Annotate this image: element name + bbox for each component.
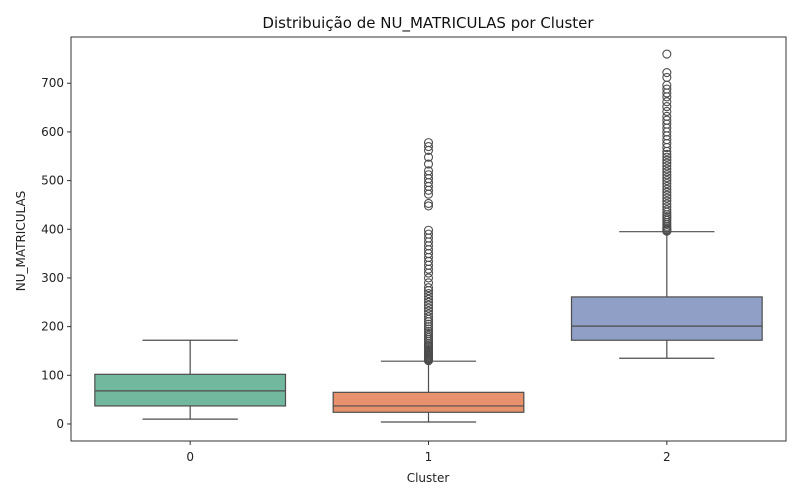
chart-title: Distribuição de NU_MATRICULAS por Cluste…	[262, 14, 594, 33]
outlier-point	[662, 170, 672, 180]
outlier-point	[662, 196, 672, 206]
outlier-point	[662, 167, 672, 177]
x-axis-label: Cluster	[407, 471, 450, 485]
outlier-point	[423, 278, 434, 288]
iqr-box	[94, 373, 287, 407]
outlier-point	[423, 288, 434, 299]
outlier-point	[662, 164, 672, 174]
outlier-point	[662, 187, 672, 197]
box-group-cluster-0	[94, 339, 287, 420]
outlier-point	[662, 202, 672, 212]
outlier-point	[423, 319, 434, 329]
outlier-point	[423, 322, 434, 332]
outlier-point	[423, 170, 434, 180]
box-group-cluster-2	[570, 49, 763, 359]
x-tick-label: 1	[425, 450, 433, 464]
outlier-point	[423, 159, 434, 169]
outlier-point	[423, 225, 434, 235]
outlier-point	[662, 155, 672, 165]
outlier-point	[423, 294, 434, 304]
outlier-point	[423, 229, 434, 239]
outlier-point	[423, 201, 434, 211]
outlier-point	[662, 193, 672, 203]
outlier-point	[423, 312, 434, 322]
outlier-point	[662, 84, 672, 94]
outlier-point	[662, 205, 672, 215]
outlier-point	[662, 67, 672, 78]
y-tick-label: 400	[41, 222, 64, 236]
outlier-point	[423, 309, 434, 319]
outlier-point	[662, 72, 672, 82]
y-tick-label: 600	[41, 125, 64, 139]
x-tick-label: 2	[663, 450, 671, 464]
outlier-point	[662, 176, 672, 186]
y-tick-label: 200	[41, 320, 64, 334]
box-group-cluster-1	[332, 138, 525, 423]
outlier-point	[662, 152, 672, 162]
outlier-point	[423, 300, 434, 310]
outlier-point	[662, 97, 672, 107]
outlier-point	[423, 297, 434, 307]
outlier-point	[662, 106, 672, 117]
outlier-point	[423, 324, 434, 334]
outlier-point	[662, 102, 672, 112]
outlier-point	[423, 152, 434, 162]
x-tick-label: 0	[186, 450, 194, 464]
outlier-point	[423, 273, 434, 283]
y-tick-label: 700	[41, 76, 64, 90]
iqr-box	[570, 296, 763, 341]
x-axis: 0 1 2	[186, 441, 671, 464]
outlier-point	[662, 199, 672, 209]
outlier-point	[423, 198, 434, 209]
y-axis-label: NU_MATRICULAS	[14, 191, 28, 292]
outlier-point	[662, 111, 672, 121]
outlier-point	[423, 291, 434, 301]
outlier-point	[662, 181, 672, 191]
outlier-point	[423, 326, 434, 337]
iqr-box	[332, 391, 525, 413]
outlier-point	[662, 161, 672, 171]
y-tick-label: 0	[56, 417, 64, 431]
outlier-point	[423, 166, 434, 176]
outlier-point	[662, 115, 672, 125]
outlier-point	[662, 49, 672, 59]
outlier-point	[423, 306, 434, 316]
outlier-point	[662, 190, 672, 200]
outlier-point	[662, 184, 672, 194]
outlier-point	[662, 158, 672, 168]
outlier-point	[662, 149, 672, 159]
outlier-point	[423, 283, 434, 293]
plot-area	[94, 49, 763, 423]
y-tick-label: 500	[41, 174, 64, 188]
y-tick-label: 300	[41, 271, 64, 285]
outlier-point	[662, 173, 672, 183]
y-tick-label: 100	[41, 368, 64, 382]
outlier-point	[423, 303, 434, 313]
outlier-point	[423, 141, 434, 152]
outlier-point	[423, 138, 434, 148]
outlier-point	[662, 178, 672, 189]
y-axis: 0 100 200 300 400 500 600 700	[41, 76, 71, 431]
